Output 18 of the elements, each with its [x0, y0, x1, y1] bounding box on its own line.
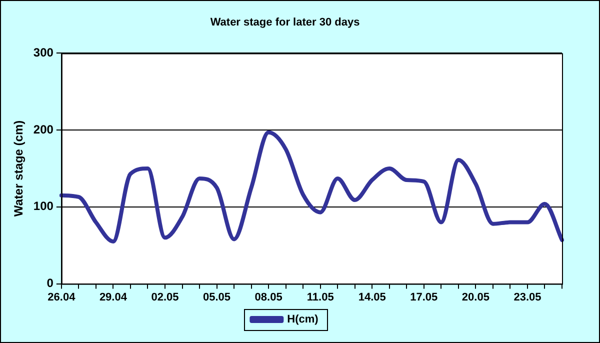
- x-tick-label: 14.05: [358, 291, 386, 304]
- y-tick-label: 0: [46, 276, 54, 290]
- x-tick-label: 08.05: [254, 291, 282, 304]
- chart-title: Water stage for later 30 days: [210, 16, 360, 29]
- x-tick-label: 17.05: [410, 291, 438, 304]
- x-tick-label: 23.05: [514, 291, 542, 304]
- x-tick-label: 05.05: [203, 291, 231, 304]
- x-tick-label: 11.05: [306, 291, 334, 304]
- x-tick-label: 02.05: [151, 291, 179, 304]
- y-tick-label: 200: [33, 122, 54, 136]
- x-tick-label: 20.05: [462, 291, 490, 304]
- x-tick-label: 26.04: [48, 291, 76, 304]
- line-series: [59, 130, 564, 244]
- y-tick-label: 100: [33, 199, 54, 214]
- x-tick-label: 29.04: [99, 291, 128, 304]
- y-axis-title: Water stage (cm): [12, 120, 26, 217]
- y-tick-label: 300: [33, 46, 54, 60]
- legend-label: H(cm): [287, 314, 319, 326]
